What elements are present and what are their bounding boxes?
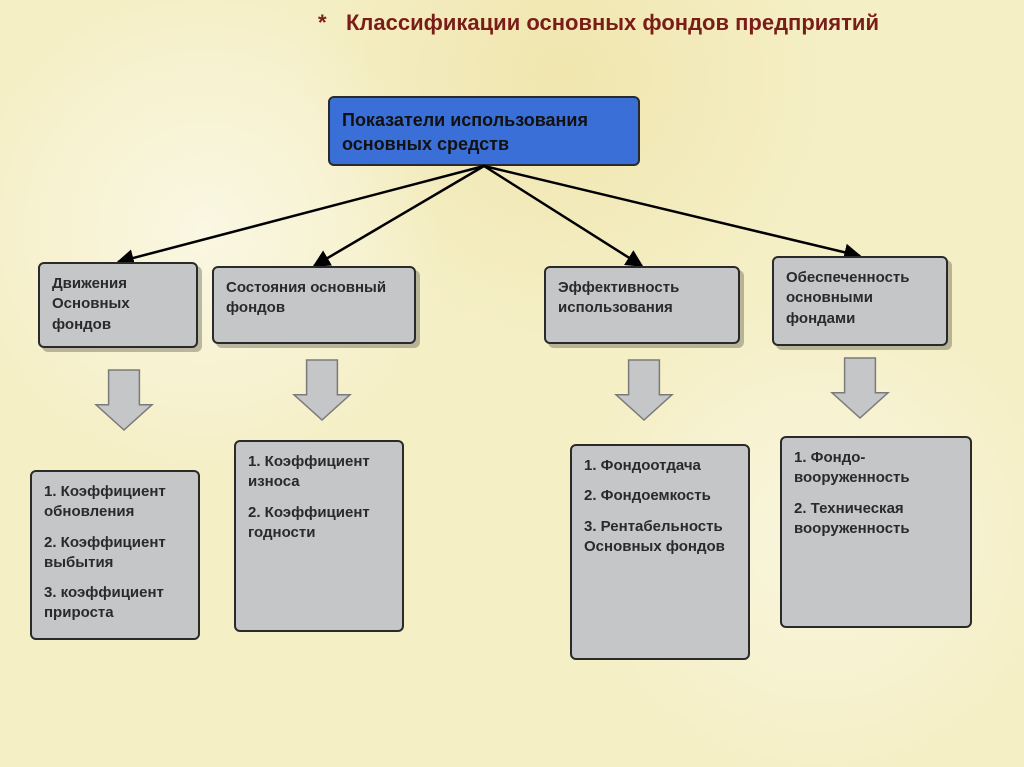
detail-item: 2. Техническая вооруженность [794,499,958,540]
detail-efficiency: 1. Фондоотдача 2. Фондоемкость 3. Рентабел… [570,444,750,660]
detail-item: 3. коэффициент прироста [44,583,186,624]
title-text: Классификации основных фондов предприяти… [346,10,1018,35]
down-arrow-icon [616,360,672,420]
root-label: Показатели использования основных средст… [342,110,588,154]
detail-condition: 1. Коэффициент износа 2. Коэффициент годн… [234,440,404,632]
branch-provision: Обеспеченность основными фондами [772,256,948,346]
slide-title: * Классификации основных фондов предприя… [318,10,1018,35]
detail-movement: 1. Коэффициент обновления 2. Коэффициент … [30,470,200,640]
detail-item: 1. Фондоотдача [584,456,736,476]
detail-item: 2. Фондоемкость [584,486,736,506]
down-arrow-icon [832,358,888,418]
detail-item: 2. Коэффициент годности [248,503,390,544]
branch-label: Состояния основный фондов [226,279,386,316]
branch-label: Обеспеченность основными фондами [786,269,910,327]
branch-label: Движения Основных фондов [52,275,130,333]
branch-movement: Движения Основных фондов [38,262,198,348]
detail-item: 1. Коэффициент износа [248,452,390,493]
root-node: Показатели использования основных средст… [328,96,640,166]
detail-item: 3. Рентабельность Основных фондов [584,517,736,558]
branch-condition: Состояния основный фондов [212,266,416,344]
detail-item: 1. Фондо- вооруженность [794,448,958,489]
detail-provision: 1. Фондо- вооруженность 2. Техническая во… [780,436,972,628]
detail-item: 2. Коэффициент выбытия [44,533,186,574]
slide: * Классификации основных фондов предприя… [0,0,1024,767]
branch-label: Эффективность использования [558,279,679,316]
down-arrow-icon [96,370,152,430]
down-arrow-icon [294,360,350,420]
detail-item: 1. Коэффициент обновления [44,482,186,523]
branch-efficiency: Эффективность использования [544,266,740,344]
title-bullet-icon: * [318,10,327,36]
